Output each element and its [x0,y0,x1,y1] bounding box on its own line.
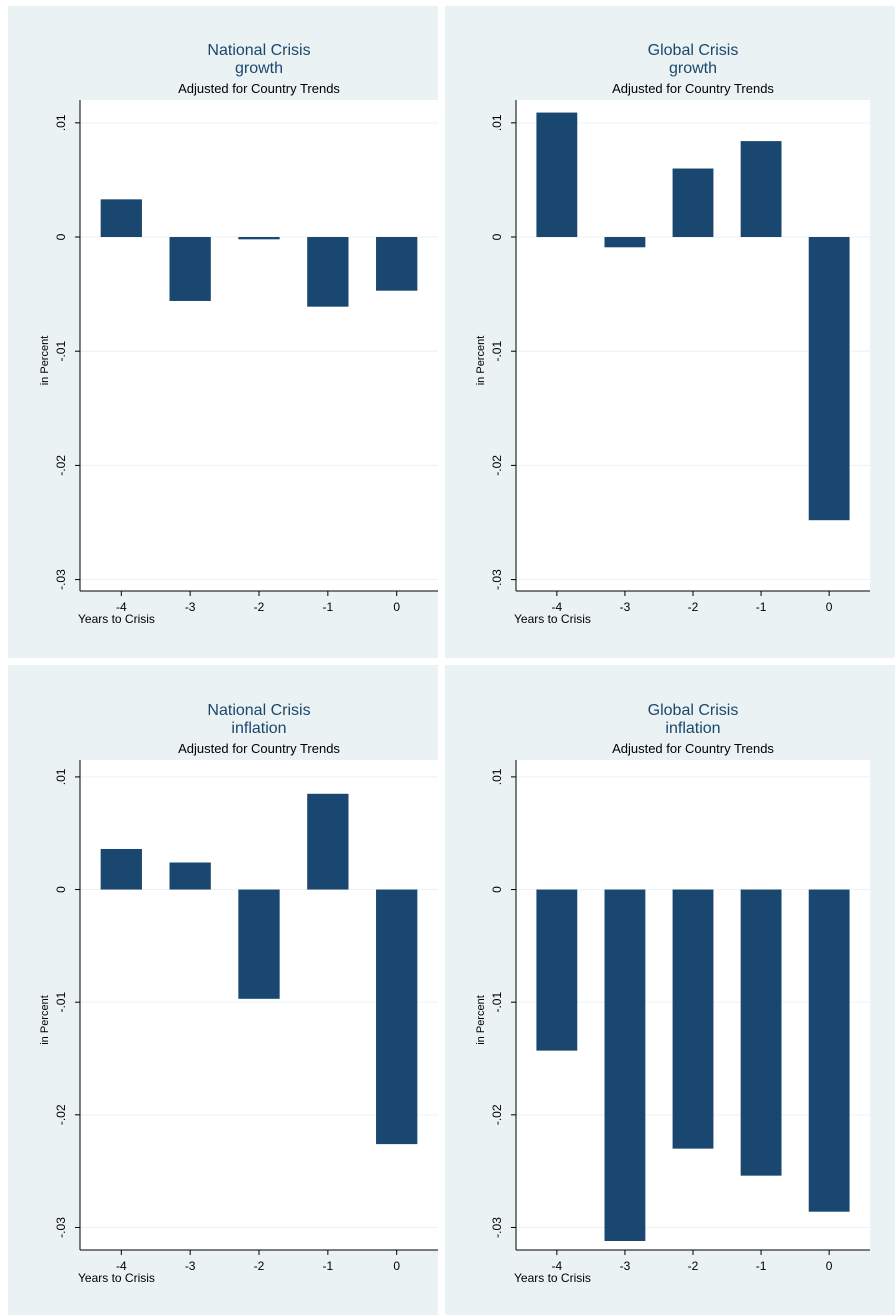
chart-1-y-tick-label: -.01 [54,341,68,362]
chart-4-subtitle: Adjusted for Country Trends [612,741,774,756]
chart-2-y-axis-label: in Percent [475,336,487,386]
chart-3-subtitle: Adjusted for Country Trends [178,741,340,756]
chart-1-bar [307,237,349,307]
chart-4-x-tick-label: -1 [756,1259,767,1273]
chart-2-y-tick-label: -.02 [490,455,504,476]
chart-4-bar [740,889,782,1176]
chart-3-bar [376,889,418,1145]
chart-2-title-variable: growth [669,60,717,77]
chart-1-x-tick-label: -3 [185,600,196,614]
chart-3-y-axis-label: in Percent [39,995,51,1045]
chart-3-bar [100,848,142,890]
chart-4-x-axis-label: Years to Crisis [514,1271,591,1285]
chart-4-x-tick-label: -3 [620,1259,631,1273]
chart-1-x-axis-label: Years to Crisis [78,612,155,626]
chart-1-bar [376,237,418,291]
chart-4-bar [672,889,714,1149]
chart-2-y-tick-label: -.01 [490,341,504,362]
chart-2-x-tick-label: -4 [552,600,563,614]
chart-3-y-tick-label: .01 [54,768,68,785]
chart-1-y-tick-label: .01 [54,114,68,131]
chart-1-bar [100,199,142,238]
chart-1-subtitle: Adjusted for Country Trends [178,81,340,96]
chart-3-x-tick-label: -2 [254,1259,265,1273]
chart-2-y-tick-label: 0 [490,233,504,240]
chart-2-bar [740,141,782,238]
chart-4-bar [808,889,850,1212]
chart-3-x-tick-label: 0 [393,1259,400,1273]
chart-1-title: National Crisis [207,42,310,59]
chart-2-title: Global Crisis [648,42,739,59]
chart-4-y-tick-label: -.01 [490,992,504,1013]
chart-2-bar [672,168,714,238]
chart-1-y-tick-label: -.02 [54,455,68,476]
chart-1-bar [169,237,211,301]
chart-4-title-variable: inflation [665,720,720,737]
chart-3-x-axis-label: Years to Crisis [78,1271,155,1285]
chart-2-x-tick-label: -3 [620,600,631,614]
chart-4-y-tick-label: 0 [490,886,504,893]
chart-4-y-tick-label: -.02 [490,1104,504,1125]
chart-4-bar [536,889,578,1051]
chart-2-y-tick-label: -.03 [490,569,504,590]
chart-1-x-tick-label: -2 [254,600,265,614]
chart-3-y-tick-label: -.02 [54,1104,68,1125]
chart-3-bar [238,889,280,999]
chart-3-bar [169,862,211,890]
chart-3-x-tick-label: -4 [116,1259,127,1273]
chart-2-subtitle: Adjusted for Country Trends [612,81,774,96]
chart-3-x-tick-label: -3 [185,1259,196,1273]
chart-4-y-axis-label: in Percent [475,995,487,1045]
chart-4-x-tick-label: -2 [688,1259,699,1273]
chart-2-x-axis-label: Years to Crisis [514,612,591,626]
chart-4-title: Global Crisis [648,702,739,719]
chart-1-y-axis-label: in Percent [39,336,51,386]
chart-3-y-tick-label: -.03 [54,1217,68,1238]
chart-3-x-tick-label: -1 [323,1259,334,1273]
chart-2-bar [536,112,578,238]
chart-3-y-tick-label: -.01 [54,992,68,1013]
chart-4-x-tick-label: -4 [552,1259,563,1273]
chart-2-x-tick-label: -2 [688,600,699,614]
chart-4-x-tick-label: 0 [826,1259,833,1273]
chart-4-y-tick-label: .01 [490,768,504,785]
chart-1-x-tick-label: -1 [323,600,334,614]
chart-1-title-variable: growth [235,60,283,77]
chart-4-y-tick-label: -.03 [490,1217,504,1238]
chart-1-y-tick-label: 0 [54,233,68,240]
chart-2-x-tick-label: -1 [756,600,767,614]
chart-1-x-tick-label: 0 [393,600,400,614]
chart-2-x-tick-label: 0 [826,600,833,614]
chart-3-bar [307,793,349,890]
chart-2-bar [808,237,850,521]
chart-2-bar [604,237,646,248]
chart-3-y-tick-label: 0 [54,886,68,893]
chart-2-y-tick-label: .01 [490,114,504,131]
chart-3-title: National Crisis [207,702,310,719]
chart-1-bar [238,237,280,240]
chart-1-y-tick-label: -.03 [54,569,68,590]
chart-3-title-variable: inflation [231,720,286,737]
chart-1-plot-area [80,100,438,591]
chart-1-x-tick-label: -4 [116,600,127,614]
chart-4-bar [604,889,646,1241]
